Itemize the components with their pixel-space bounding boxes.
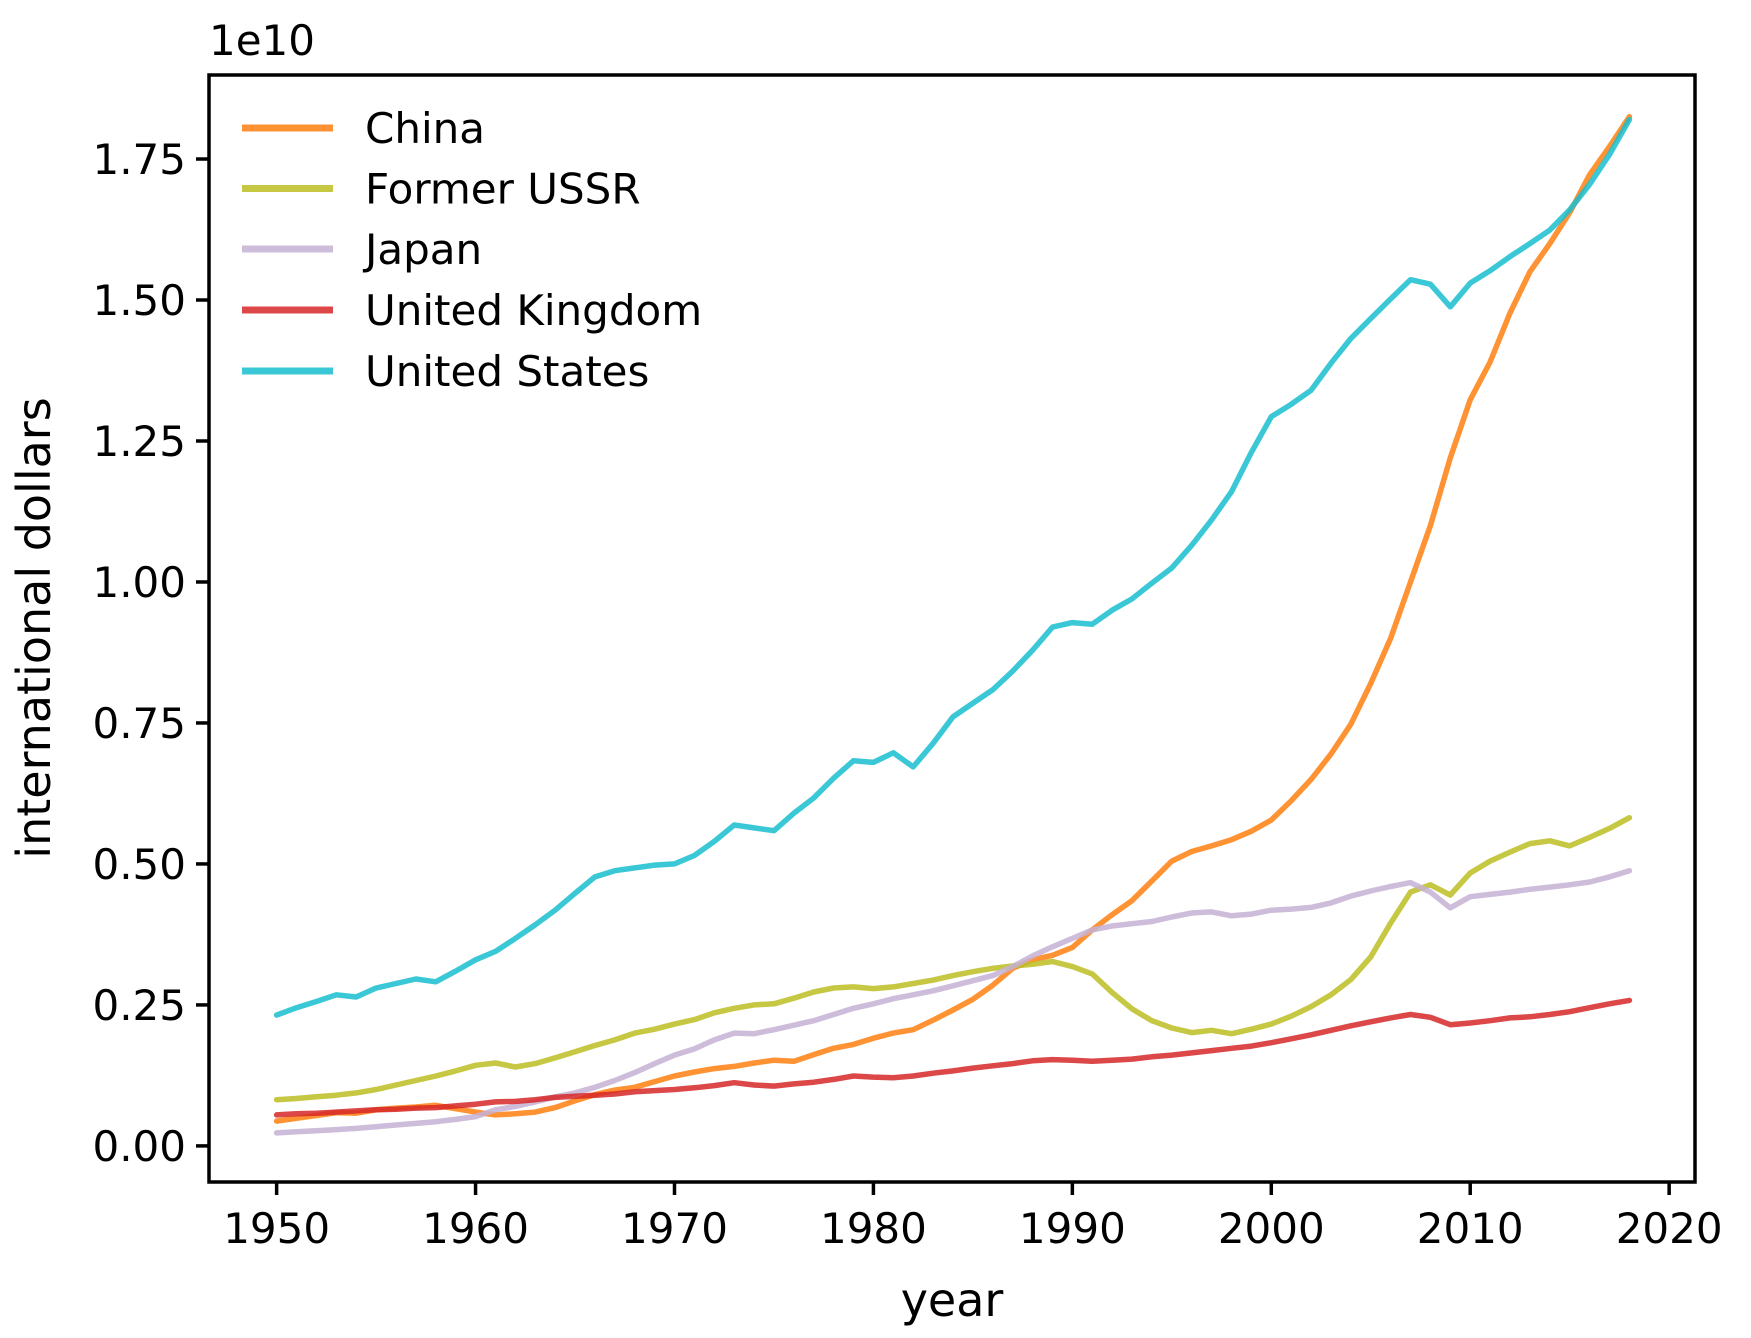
x-tick-label: 1950: [223, 1204, 330, 1253]
legend-label-united-states: United States: [365, 347, 649, 396]
plot-area: [207, 73, 1697, 1184]
y-tick-label: 1.25: [92, 417, 186, 466]
legend: China Former USSR Japan United Kingdom Unite…: [242, 104, 702, 396]
x-tick-label: 1980: [820, 1204, 927, 1253]
y-tick-label: 1.75: [92, 135, 186, 184]
y-tick-label: 1.50: [92, 276, 186, 325]
x-tick-label: 2020: [1616, 1204, 1723, 1253]
y-tick-label: 0.25: [92, 981, 186, 1030]
y-axis-offset-label: 1e10: [209, 16, 315, 65]
y-axis-label: international dollars: [7, 397, 61, 858]
x-tick-label: 1960: [422, 1204, 529, 1253]
legend-label-china: China: [365, 104, 485, 153]
series-line-japan: [273, 867, 1633, 1136]
series-line-china: [273, 113, 1633, 1124]
x-axis-label: year: [901, 1273, 1004, 1327]
x-tick-label: 1970: [621, 1204, 728, 1253]
x-axis: 1950 1960 1970 1980 1990 2000 2010 2020: [223, 1182, 1723, 1253]
x-tick-label: 2000: [1218, 1204, 1325, 1253]
y-tick-label: 0.75: [92, 699, 186, 748]
y-tick-label: 0.00: [92, 1122, 186, 1171]
y-tick-label: 1.00: [92, 558, 186, 607]
x-tick-label: 1990: [1019, 1204, 1126, 1253]
series-line-former-ussr: [273, 814, 1633, 1103]
series-line-united-states: [273, 116, 1633, 1018]
legend-label-united-kingdom: United Kingdom: [365, 286, 702, 335]
series-line-united-kingdom: [273, 997, 1633, 1118]
axes-spines: [207, 73, 1697, 1184]
y-axis: 0.00 0.25 0.50 0.75 1.00 1.25 1.50 1.75: [92, 135, 209, 1171]
legend-label-former-ussr: Former USSR: [365, 165, 641, 214]
y-tick-label: 0.50: [92, 840, 186, 889]
legend-label-japan: Japan: [362, 225, 482, 274]
x-tick-label: 2010: [1417, 1204, 1524, 1253]
